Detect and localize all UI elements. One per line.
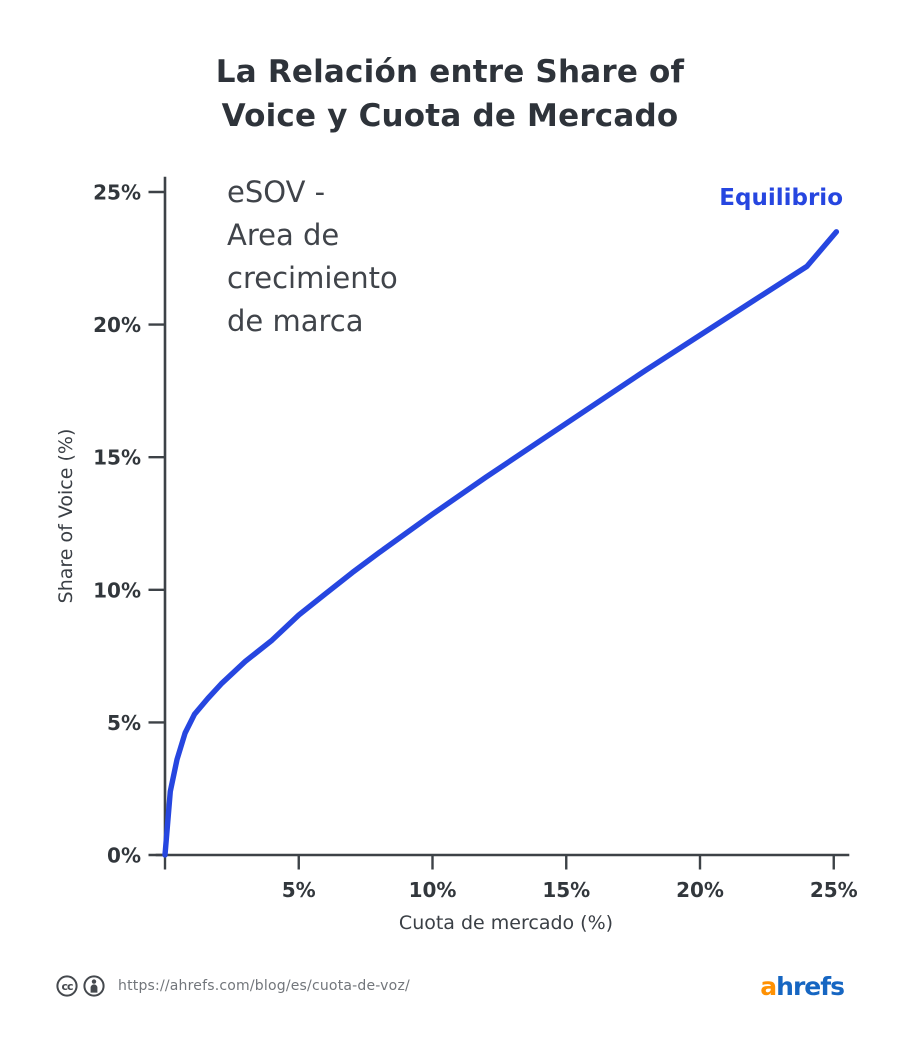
esov-annotation-line-1: eSOV - (227, 175, 325, 209)
cc-icon-letters: cc (61, 980, 73, 993)
y-tick-label: 0% (107, 844, 141, 868)
ahrefs-logo-a: a (760, 971, 777, 1001)
x-axis-title: Cuota de mercado (%) (399, 912, 613, 934)
ahrefs-logo-hrefs: hrefs (776, 971, 845, 1001)
equilibrium-label: Equilibrio (719, 185, 843, 211)
license-icons: cc (56, 975, 105, 997)
footer: cc https://ahrefs.com/blog/es/cuota-de-v… (56, 970, 845, 1002)
equilibrium-curve (162, 229, 840, 858)
esov-annotation-line-2: Area de (227, 218, 339, 252)
x-tick-label: 20% (676, 878, 724, 902)
y-ticks: 0% 5% 10% 15% 20% 25% (93, 181, 165, 868)
source-url: https://ahrefs.com/blog/es/cuota-de-voz/ (118, 978, 410, 994)
y-tick-label: 15% (93, 446, 141, 470)
axes: 0% 5% 10% 15% 20% 25% 5% 10% 15% 20% 25% Cuota de… (55, 176, 858, 934)
chart-title-line-1: La Relación entre Share of (215, 54, 685, 90)
x-tick-label: 10% (409, 878, 457, 902)
x-tick-label: 25% (810, 878, 858, 902)
esov-annotation: eSOV - Area de crecimiento de marca (227, 175, 398, 338)
y-tick-label: 10% (93, 578, 141, 602)
y-tick-label: 25% (93, 181, 141, 205)
x-ticks: 5% 10% 15% 20% 25% (163, 855, 858, 902)
x-tick-label: 15% (542, 878, 590, 902)
chart-title: La Relación entre Share of Voice y Cuota… (170, 50, 730, 138)
esov-annotation-line-4: de marca (227, 304, 364, 338)
ahrefs-logo: ahrefs (760, 971, 845, 1001)
y-tick-label: 5% (107, 711, 141, 735)
cc-icon: cc (56, 975, 78, 997)
x-tick-label: 5% (282, 878, 316, 902)
y-tick-label: 20% (93, 313, 141, 337)
esov-annotation-line-3: crecimiento (227, 261, 398, 295)
y-axis-title: Share of Voice (%) (55, 429, 77, 604)
attribution-icon (83, 975, 105, 997)
chart-title-line-2: Voice y Cuota de Mercado (221, 98, 679, 134)
